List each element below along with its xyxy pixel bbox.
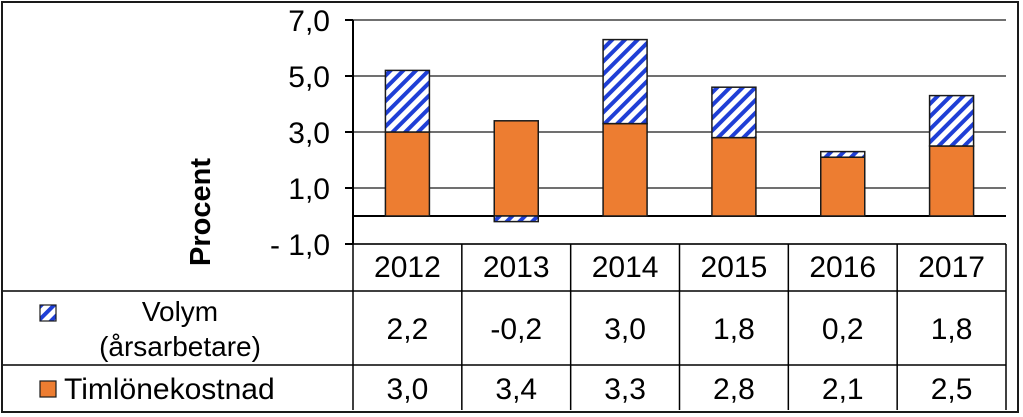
value-volym: 3,0 bbox=[604, 313, 646, 346]
value-timlonekostnad: 2,5 bbox=[931, 373, 973, 406]
value-volym: 0,2 bbox=[822, 313, 864, 346]
category-label: 2012 bbox=[374, 251, 441, 284]
bars bbox=[384, 38, 975, 223]
y-axis-title: Procent bbox=[185, 158, 217, 266]
data-table: 2012 2013 2014 2015 2016 2017 Volym (årsarbetar… bbox=[3, 243, 1007, 410]
bar-timlonekostnad bbox=[928, 145, 975, 217]
y-tick-label: 1,0 bbox=[288, 173, 330, 206]
y-tick-label: 7,0 bbox=[288, 5, 330, 38]
value-timlonekostnad: 3,3 bbox=[604, 373, 646, 406]
legend-key-timlonekostnad bbox=[39, 380, 57, 398]
legend-key-volym bbox=[39, 304, 57, 322]
legend-label-timlonekostnad: Timlönekostnad bbox=[64, 373, 275, 406]
bar-volym bbox=[602, 38, 648, 125]
value-timlonekostnad: 3,4 bbox=[495, 373, 537, 406]
legend-label-volym-line2: (årsarbetare) bbox=[99, 331, 261, 362]
bar-timlonekostnad bbox=[711, 136, 757, 217]
category-label: 2017 bbox=[918, 251, 985, 284]
y-axis: - 1,0 1,0 3,0 5,0 7,0 bbox=[270, 5, 354, 262]
value-volym: 1,8 bbox=[931, 313, 973, 346]
value-timlonekostnad: 3,0 bbox=[387, 373, 429, 406]
bar-volym bbox=[711, 86, 757, 139]
category-label: 2015 bbox=[701, 251, 768, 284]
bar-timlonekostnad bbox=[493, 120, 539, 217]
category-label: 2014 bbox=[592, 251, 659, 284]
y-tick-label: 5,0 bbox=[288, 61, 330, 94]
bar-volym bbox=[384, 69, 431, 133]
grid-lines bbox=[353, 19, 1006, 245]
category-label: 2013 bbox=[483, 251, 550, 284]
value-timlonekostnad: 2,1 bbox=[822, 373, 864, 406]
bar-timlonekostnad bbox=[820, 156, 866, 217]
value-volym: -0,2 bbox=[490, 313, 542, 346]
bar-volym bbox=[820, 150, 866, 158]
value-timlonekostnad: 2,8 bbox=[713, 373, 755, 406]
y-tick-label: 3,0 bbox=[288, 117, 330, 150]
category-label: 2016 bbox=[809, 251, 876, 284]
y-tick-label: - 1,0 bbox=[270, 229, 330, 262]
bar-volym bbox=[493, 215, 539, 223]
bar-timlonekostnad bbox=[602, 122, 648, 217]
value-volym: 2,2 bbox=[387, 313, 429, 346]
bar-volym bbox=[928, 94, 975, 147]
value-volym: 1,8 bbox=[713, 313, 755, 346]
legend-label-volym-line1: Volym bbox=[142, 296, 218, 327]
bar-timlonekostnad bbox=[384, 131, 431, 217]
